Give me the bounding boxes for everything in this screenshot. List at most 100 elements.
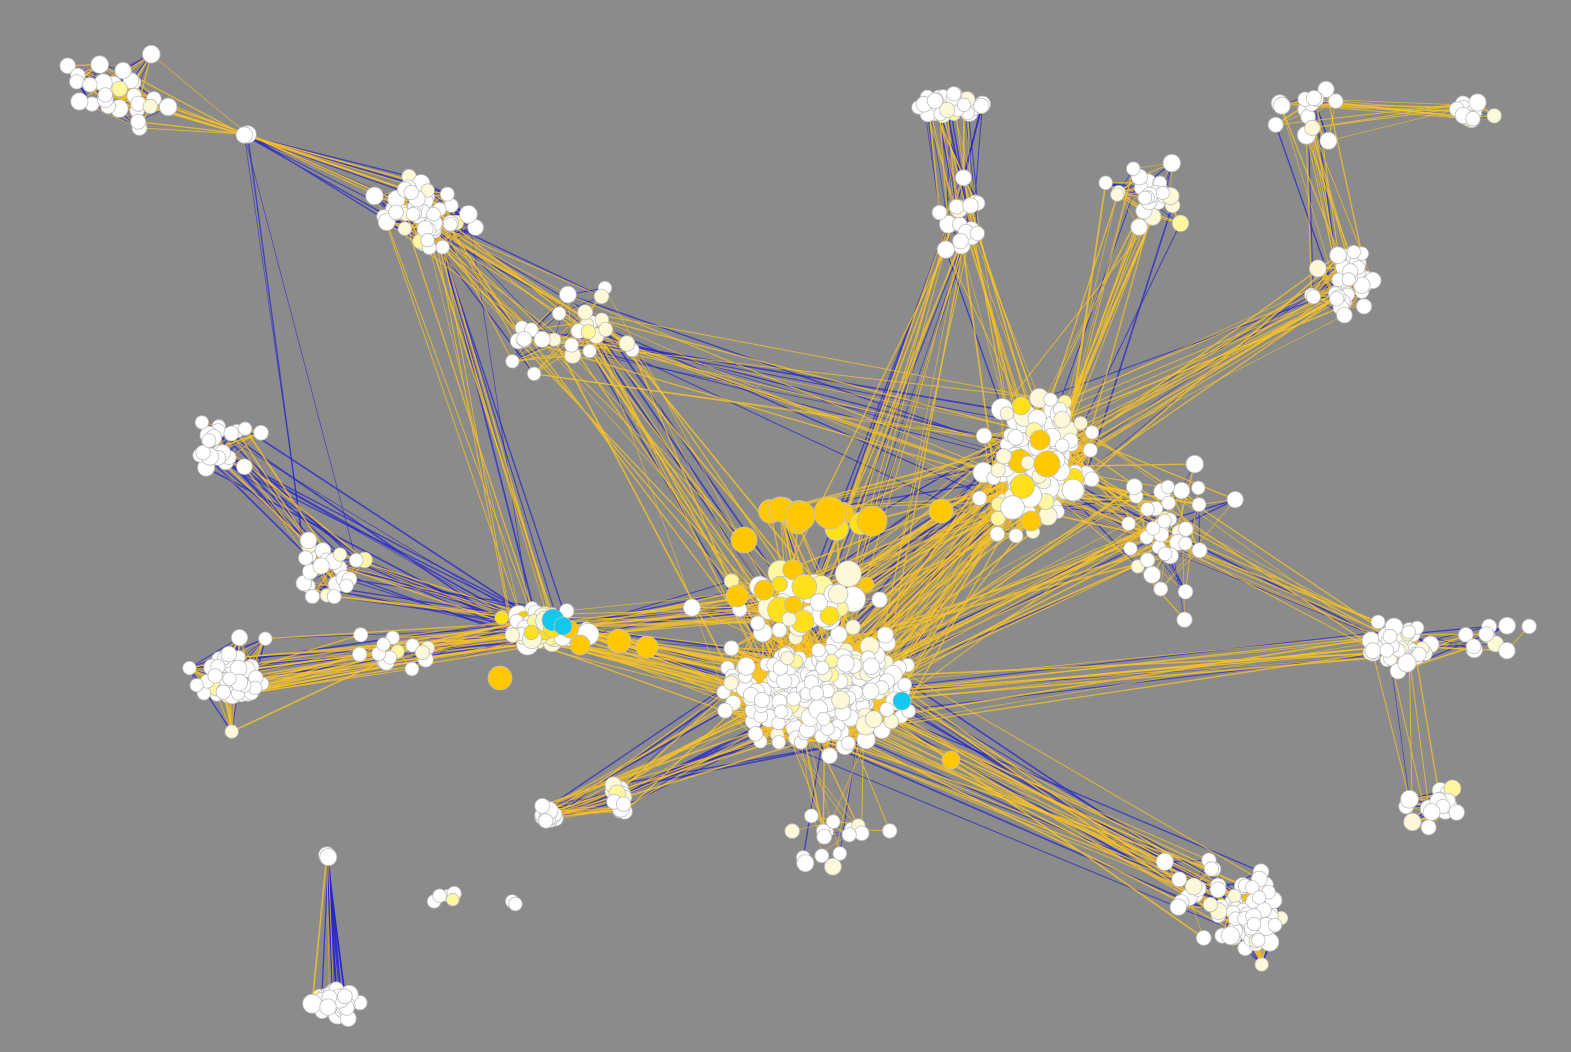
graph-node[interactable] — [1161, 495, 1176, 511]
graph-node[interactable] — [533, 330, 551, 348]
graph-node[interactable] — [439, 186, 455, 202]
graph-node[interactable] — [1126, 478, 1143, 496]
graph-node[interactable] — [577, 304, 593, 321]
graph-node[interactable] — [871, 591, 888, 609]
graph-node[interactable] — [159, 97, 178, 117]
graph-node[interactable] — [956, 97, 972, 112]
graph-node[interactable] — [201, 433, 217, 449]
graph-node[interactable] — [804, 808, 819, 824]
graph-node[interactable] — [784, 823, 800, 839]
graph-node[interactable] — [298, 550, 314, 566]
graph-node[interactable] — [1478, 626, 1495, 642]
graph-node[interactable] — [1155, 852, 1174, 871]
graph-node[interactable] — [1176, 611, 1193, 628]
graph-node[interactable] — [1020, 455, 1036, 470]
graph-node[interactable] — [969, 225, 985, 241]
graph-node[interactable] — [1098, 175, 1113, 191]
graph-node[interactable] — [1486, 108, 1502, 124]
graph-node[interactable] — [832, 846, 848, 861]
graph-node[interactable] — [1178, 536, 1193, 551]
graph-node[interactable] — [1011, 396, 1031, 416]
graph-node[interactable] — [1465, 111, 1481, 127]
graph-node[interactable] — [326, 589, 342, 604]
graph-node[interactable] — [195, 444, 211, 461]
graph-node[interactable] — [258, 631, 273, 646]
graph-node[interactable] — [854, 825, 870, 842]
graph-node[interactable] — [931, 204, 948, 221]
graph-node[interactable] — [420, 232, 435, 248]
graph-node[interactable] — [826, 814, 841, 829]
graph-node[interactable] — [580, 324, 597, 340]
graph-node[interactable] — [618, 335, 636, 352]
graph-node[interactable] — [69, 74, 85, 90]
graph-node[interactable] — [1400, 789, 1419, 809]
graph-node[interactable] — [1267, 116, 1284, 133]
graph-node[interactable] — [840, 735, 856, 751]
graph-node[interactable] — [1157, 546, 1173, 562]
graph-node[interactable] — [90, 55, 109, 74]
graph-node[interactable] — [223, 425, 240, 442]
graph-node[interactable] — [304, 588, 320, 604]
graph-node[interactable] — [551, 306, 567, 321]
graph-node[interactable] — [348, 552, 364, 568]
graph-node[interactable] — [1171, 871, 1187, 888]
graph-node[interactable] — [841, 827, 857, 843]
graph-node[interactable] — [990, 462, 1006, 478]
graph-node[interactable] — [222, 671, 237, 686]
graph-node[interactable] — [526, 366, 542, 381]
graph-node[interactable] — [1246, 916, 1262, 932]
graph-node-large-orange[interactable] — [635, 635, 659, 659]
graph-node[interactable] — [405, 207, 421, 222]
graph-node-large-orange[interactable] — [753, 579, 775, 601]
graph-node[interactable] — [1498, 642, 1516, 660]
graph-node[interactable] — [1010, 473, 1035, 499]
graph-node-large-orange[interactable] — [784, 500, 816, 532]
graph-node[interactable] — [1202, 896, 1219, 913]
graph-node[interactable] — [414, 644, 431, 661]
graph-node[interactable] — [816, 711, 831, 727]
graph-node[interactable] — [1157, 513, 1172, 529]
graph-node[interactable] — [834, 560, 862, 588]
graph-node[interactable] — [403, 184, 419, 201]
graph-node[interactable] — [1329, 291, 1345, 307]
graph-node[interactable] — [774, 704, 789, 719]
graph-node[interactable] — [598, 322, 614, 337]
graph-node[interactable] — [1341, 272, 1356, 287]
graph-node[interactable] — [1304, 119, 1321, 137]
graph-node[interactable] — [723, 640, 740, 656]
graph-node[interactable] — [1227, 888, 1242, 904]
graph-node[interactable] — [1353, 276, 1371, 294]
graph-node[interactable] — [989, 526, 1006, 542]
graph-node[interactable] — [494, 610, 509, 625]
graph-node[interactable] — [946, 86, 962, 102]
graph-node[interactable] — [353, 627, 369, 643]
graph-node[interactable] — [811, 643, 826, 658]
graph-node[interactable] — [971, 490, 988, 506]
graph-node[interactable] — [815, 660, 830, 675]
graph-node[interactable] — [516, 330, 533, 347]
graph-node[interactable] — [1309, 259, 1327, 278]
graph-node[interactable] — [1083, 471, 1100, 487]
graph-node[interactable] — [683, 598, 701, 617]
graph-node[interactable] — [1244, 880, 1260, 895]
graph-node[interactable] — [879, 702, 895, 718]
graph-node[interactable] — [420, 183, 435, 198]
graph-node[interactable] — [781, 611, 797, 627]
graph-node[interactable] — [1272, 96, 1291, 115]
graph-node[interactable] — [504, 627, 521, 643]
graph-node[interactable] — [1420, 819, 1437, 836]
graph-node[interactable] — [771, 735, 786, 750]
graph-node[interactable] — [1007, 429, 1024, 446]
graph-node[interactable] — [1191, 497, 1207, 512]
graph-node[interactable] — [821, 747, 838, 764]
graph-node[interactable] — [235, 126, 253, 144]
graph-node[interactable] — [1267, 917, 1283, 933]
graph-node[interactable] — [1336, 307, 1353, 324]
graph-node[interactable] — [796, 854, 815, 872]
graph-node-large-orange[interactable] — [1020, 510, 1042, 532]
graph-node-highlight-cyan[interactable] — [553, 616, 573, 636]
graph-node[interactable] — [376, 637, 391, 652]
graph-node[interactable] — [397, 221, 413, 236]
graph-node[interactable] — [819, 606, 840, 626]
